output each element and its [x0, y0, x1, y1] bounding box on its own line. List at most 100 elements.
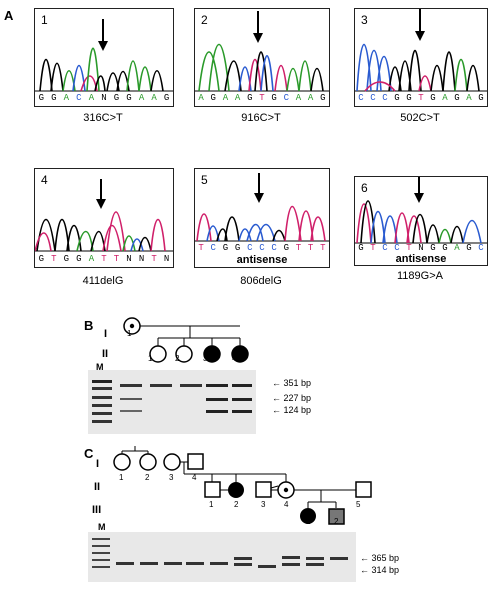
base: G — [247, 93, 253, 103]
generation-label: III — [92, 504, 102, 516]
base: C — [247, 243, 253, 253]
base: C — [358, 93, 364, 103]
base: A — [88, 254, 95, 264]
base: C — [394, 243, 400, 253]
base: G — [163, 93, 170, 103]
chromatogram-5 — [195, 173, 329, 242]
antisense-label: antisense — [236, 254, 288, 266]
base: N — [163, 254, 170, 264]
individual-label: 5 — [356, 500, 361, 509]
trace-number: 6 — [361, 181, 368, 195]
panel-c-label: C — [84, 446, 94, 461]
base: T — [113, 254, 120, 264]
pedigree-c — [113, 446, 372, 525]
band-size-label: ← 124 bp — [272, 405, 312, 415]
base: A — [234, 93, 241, 103]
base: N — [138, 254, 145, 264]
mutation-label-2: 916C>T — [241, 112, 281, 124]
trace-4: 4 G T G G A T T N N T N — [34, 168, 174, 268]
generation-label: I — [104, 328, 108, 340]
base: C — [271, 243, 277, 253]
base: G — [113, 93, 120, 103]
base: A — [198, 93, 204, 103]
base: G — [126, 93, 132, 103]
base: G — [38, 93, 44, 103]
band-size-value: 227 bp — [283, 393, 312, 403]
chromatogram-6 — [355, 177, 487, 244]
sequence-row: A G A A G T G C A A G — [195, 93, 329, 103]
base: C — [382, 93, 388, 103]
individual-label: 1 — [306, 517, 311, 526]
band-size-label: ← 314 bp — [360, 565, 400, 575]
trace-6: 6 G T C C T N G G A G C antisense — [354, 176, 488, 266]
chromatogram-4 — [35, 179, 173, 252]
mutation-label-5: 806delG — [240, 275, 282, 287]
band-size-label: ← 227 bp — [272, 393, 312, 403]
band-size-label: ← 351 bp — [272, 378, 312, 388]
base: T — [406, 243, 412, 253]
band-size-label: ← 365 bp — [360, 553, 400, 563]
sequence-row: T C G G C C C G T T T — [195, 243, 329, 253]
base: A — [63, 93, 70, 103]
sequence-row: G G A C A N G G A A G — [35, 93, 173, 103]
base: T — [320, 243, 326, 253]
base: A — [222, 93, 229, 103]
base: G — [442, 243, 448, 253]
base: G — [76, 254, 82, 264]
base: A — [138, 93, 145, 103]
base: C — [76, 93, 82, 103]
individual-label: 4 — [192, 473, 197, 482]
base: G — [430, 93, 436, 103]
individual-label: 3 — [169, 473, 174, 482]
band-size-value: 351 bp — [283, 378, 312, 388]
base: C — [382, 243, 388, 253]
individual-label: 3 — [203, 354, 208, 363]
base: T — [259, 93, 265, 103]
base: T — [51, 254, 57, 264]
generation-label: II — [94, 481, 101, 493]
individual-label: 1 — [209, 500, 214, 509]
base: A — [88, 93, 95, 103]
base: T — [198, 243, 204, 253]
trace-number: 2 — [201, 13, 208, 27]
base: N — [418, 243, 424, 253]
base: N — [126, 254, 132, 264]
trace-2: 2 A G A A G T G C A A G — [194, 8, 330, 107]
mutation-label-4: 411delG — [82, 275, 124, 287]
gel-b — [88, 370, 256, 434]
individual-label: 4 — [284, 500, 289, 509]
base: A — [454, 243, 460, 253]
base: A — [151, 93, 157, 103]
base: G — [320, 93, 326, 103]
trace-number: 5 — [201, 173, 208, 187]
base: T — [101, 254, 107, 264]
gel-c — [88, 532, 356, 582]
individual-label: 3 — [261, 500, 266, 509]
base: G — [283, 243, 289, 253]
individual-label: 2 — [334, 517, 339, 526]
base: N — [101, 93, 107, 103]
base: T — [418, 93, 424, 103]
base: C — [370, 93, 376, 103]
individual-label: 2 — [175, 354, 180, 363]
band-size-value: 365 bp — [371, 553, 400, 563]
chromatogram-2 — [195, 11, 329, 92]
sequence-row: G T G G A T T N N T N — [35, 254, 173, 264]
base: A — [295, 93, 302, 103]
individual-label: 1 — [119, 473, 124, 482]
individual-label: 4 — [232, 354, 237, 363]
panel-a-label: A — [4, 8, 14, 23]
base: G — [454, 93, 460, 103]
marker-lane-label: M — [98, 522, 106, 532]
base: T — [295, 243, 302, 253]
base: G — [406, 93, 412, 103]
chromatogram-3 — [355, 9, 487, 92]
trace-number: 4 — [41, 173, 48, 187]
antisense-label: antisense — [395, 253, 447, 265]
individual-label: 1 — [148, 354, 153, 363]
mutation-label-1: 316C>T — [83, 112, 123, 124]
trace-1: 1 G G A C A N G G A A G — [34, 8, 174, 107]
base: G — [271, 93, 277, 103]
trace-number: 3 — [361, 13, 368, 27]
base: C — [283, 93, 289, 103]
